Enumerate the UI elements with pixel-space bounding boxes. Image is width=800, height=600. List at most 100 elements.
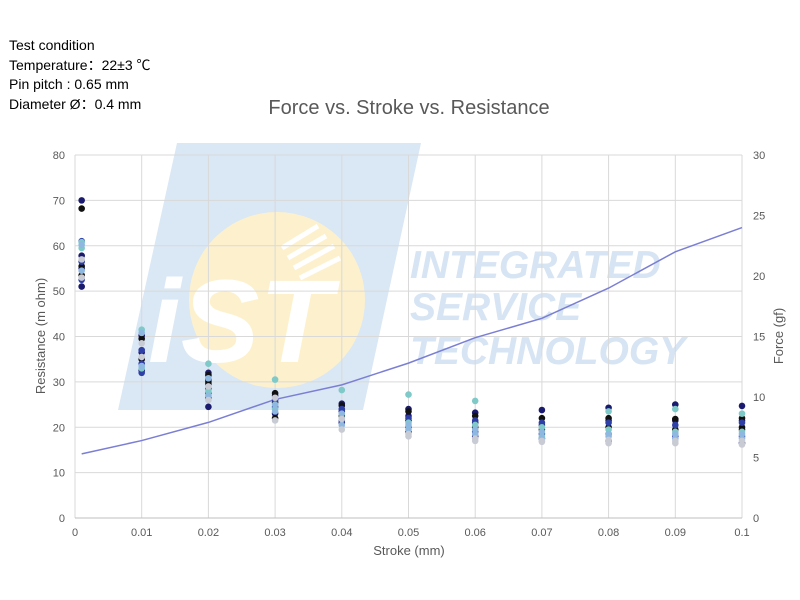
resistance-point	[271, 389, 279, 397]
resistance-series	[78, 197, 746, 448]
resistance-point	[205, 387, 212, 395]
x-axis-title: Stroke (mm)	[373, 543, 445, 558]
resistance-point	[271, 376, 279, 383]
y-left-tick-label: 0	[59, 513, 65, 525]
x-tick-label: 0.1	[734, 527, 749, 539]
resistance-point	[738, 414, 746, 422]
watermark-sun-rays	[280, 223, 342, 281]
resistance-point	[405, 421, 412, 429]
resistance-point	[405, 426, 412, 433]
pin-pitch-label: Pin pitch : 0.65 mm	[9, 76, 129, 92]
watermark-logo-text: iST	[148, 256, 340, 388]
resistance-point	[471, 430, 479, 438]
resistance-point	[471, 426, 479, 433]
resistance-point	[138, 329, 145, 337]
resistance-point	[405, 391, 412, 398]
test-condition-block: Test condition Temperature：22±3 ℃ Pin pi…	[9, 36, 151, 114]
x-tick-label: 0	[72, 527, 78, 539]
resistance-point	[672, 405, 679, 413]
resistance-point	[605, 414, 612, 422]
resistance-point	[338, 415, 346, 423]
resistance-point	[271, 401, 279, 408]
force-series	[81, 226, 743, 455]
resistance-point	[738, 441, 746, 448]
resistance-point	[672, 421, 679, 429]
resistance-point	[205, 403, 212, 411]
resistance-point	[672, 415, 679, 423]
resistance-point	[338, 426, 346, 433]
resistance-point	[271, 394, 279, 402]
resistance-point	[405, 408, 412, 415]
y-left-tick-label: 30	[53, 377, 65, 389]
resistance-point	[471, 397, 479, 405]
resistance-point	[738, 430, 746, 438]
y-left-axis-title: Resistance (m ohm)	[33, 278, 48, 394]
resistance-point	[538, 423, 546, 431]
y-right-axis-ticks: 0 5 10 15 20 25 30	[753, 150, 765, 525]
test-condition-title: Test condition	[9, 37, 95, 53]
resistance-point	[738, 419, 746, 427]
resistance-point	[205, 374, 212, 382]
resistance-point	[338, 405, 346, 413]
x-tick-label: 0.03	[264, 527, 285, 539]
resistance-point	[538, 438, 546, 446]
x-tick-label: 0.06	[464, 527, 485, 539]
y-right-tick-label: 15	[753, 332, 765, 344]
resistance-point	[672, 401, 679, 408]
resistance-point	[271, 408, 279, 415]
force-line	[81, 226, 743, 455]
chart-title: Force vs. Stroke vs. Resistance	[268, 97, 549, 119]
y-left-tick-label: 70	[53, 195, 65, 207]
temperature-label: Temperature：22±3 ℃	[9, 56, 151, 73]
watermark-company-line-1: INTEGRATED	[410, 244, 661, 287]
resistance-point	[138, 340, 145, 347]
resistance-point	[78, 262, 85, 270]
resistance-point	[138, 335, 145, 343]
y-right-axis-title: Force (gf)	[771, 308, 786, 364]
resistance-point	[471, 417, 479, 424]
resistance-point	[672, 439, 679, 447]
y-left-axis-ticks: 0 10 20 30 40 50 60 70 80	[53, 150, 65, 525]
resistance-point	[672, 430, 679, 438]
y-left-tick-label: 50	[53, 286, 65, 298]
resistance-point	[605, 408, 612, 415]
y-right-tick-label: 25	[753, 211, 765, 223]
y-right-tick-label: 0	[753, 513, 759, 525]
resistance-point	[471, 412, 479, 420]
x-tick-label: 0.09	[665, 527, 686, 539]
y-left-tick-label: 60	[53, 241, 65, 253]
resistance-point	[538, 414, 546, 422]
x-tick-label: 0.08	[598, 527, 619, 539]
resistance-point	[78, 283, 85, 290]
x-tick-label: 0.07	[531, 527, 552, 539]
watermark-company-line-3: TECHNOLOGY	[410, 330, 688, 373]
resistance-point	[78, 241, 85, 249]
resistance-point	[205, 392, 212, 399]
resistance-point	[78, 197, 85, 204]
resistance-point	[78, 256, 85, 263]
resistance-point	[205, 396, 212, 404]
resistance-point	[471, 421, 479, 429]
y-right-tick-label: 30	[753, 150, 765, 162]
resistance-point	[471, 437, 479, 445]
resistance-point	[78, 274, 85, 281]
y-left-tick-label: 40	[53, 332, 65, 344]
resistance-point	[138, 353, 145, 361]
watermark-company-line-2: SERVICE	[410, 286, 582, 329]
x-tick-label: 0.02	[198, 527, 219, 539]
resistance-point	[538, 419, 546, 427]
resistance-point	[338, 386, 346, 394]
resistance-point	[338, 421, 346, 429]
resistance-point	[738, 410, 746, 417]
resistance-point	[138, 346, 145, 354]
resistance-point	[138, 362, 145, 370]
resistance-point	[138, 369, 145, 377]
x-tick-label: 0.05	[398, 527, 419, 539]
resistance-point	[405, 433, 412, 440]
resistance-point	[538, 406, 546, 414]
resistance-point	[405, 414, 412, 422]
resistance-point	[205, 383, 212, 390]
resistance-point	[605, 419, 612, 427]
diameter-label: Diameter Ø：0.4 mm	[9, 95, 142, 112]
